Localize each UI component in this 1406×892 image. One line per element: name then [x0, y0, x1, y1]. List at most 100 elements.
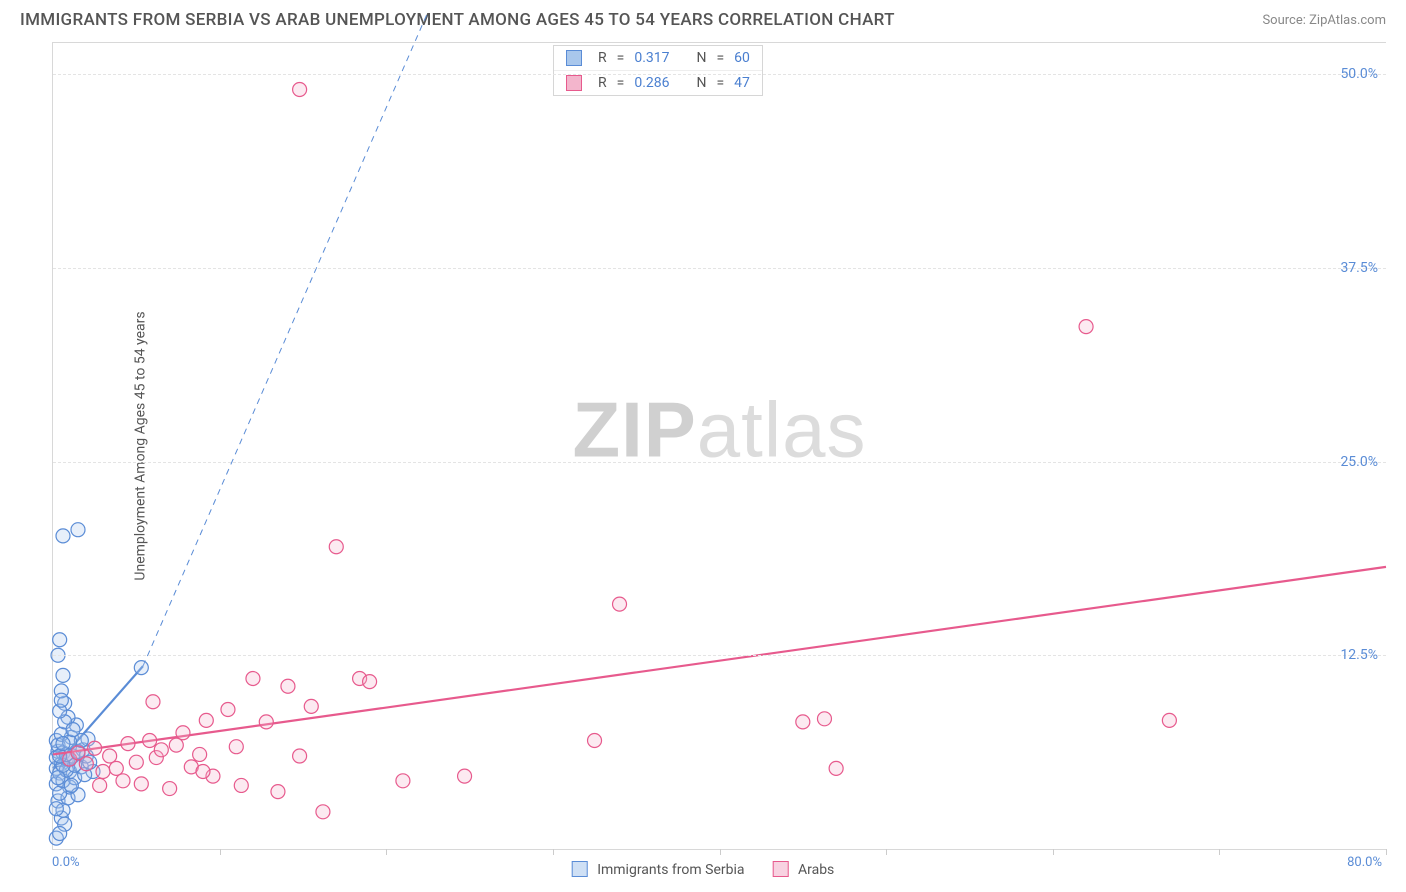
x-tick — [720, 849, 721, 855]
data-point — [817, 712, 831, 726]
data-point — [196, 765, 210, 779]
data-point — [143, 734, 157, 748]
data-point — [199, 713, 213, 727]
legend-item: Arabs — [772, 861, 834, 878]
correlation-legend-box: R = 0.317 N = 60 R = 0.286 N = 47 — [553, 45, 763, 96]
y-tick-label: 25.0% — [1340, 454, 1378, 470]
x-tick — [1053, 849, 1054, 855]
data-point — [293, 749, 307, 763]
eq-sign: = — [617, 75, 625, 91]
data-point — [116, 774, 130, 788]
data-point — [96, 765, 110, 779]
data-point — [329, 540, 343, 554]
data-point — [458, 769, 472, 783]
x-tick — [1386, 849, 1387, 855]
x-tick — [386, 849, 387, 855]
r-label: R — [598, 75, 607, 91]
data-point — [271, 785, 285, 799]
data-point — [93, 778, 107, 792]
data-point — [304, 699, 318, 713]
legend-label: Arabs — [798, 862, 834, 878]
trend-line — [53, 567, 1386, 755]
eq-sign: = — [617, 50, 625, 66]
data-point — [396, 774, 410, 788]
source-attribution: Source: ZipAtlas.com — [1262, 13, 1386, 28]
n-label: N — [696, 75, 706, 91]
data-point — [1162, 713, 1176, 727]
y-tick-label: 50.0% — [1340, 66, 1378, 82]
data-point — [79, 757, 93, 771]
data-point — [88, 741, 102, 755]
data-point — [163, 782, 177, 796]
data-point — [193, 747, 207, 761]
data-point — [53, 633, 67, 647]
legend-swatch-icon — [566, 75, 582, 91]
x-axis-max-label: 80.0% — [1347, 855, 1382, 870]
data-point — [53, 827, 67, 841]
n-value: 60 — [734, 50, 750, 66]
gridline — [53, 655, 1386, 656]
x-tick — [553, 849, 554, 855]
data-point — [221, 703, 235, 717]
data-point — [121, 737, 135, 751]
legend-swatch-icon — [566, 50, 582, 66]
data-point — [54, 693, 68, 707]
data-point — [64, 778, 78, 792]
data-point — [134, 661, 148, 675]
legend-swatch-icon — [772, 861, 788, 877]
data-point — [103, 749, 117, 763]
legend-swatch-icon — [572, 861, 588, 877]
data-point — [146, 695, 160, 709]
data-point — [66, 723, 80, 737]
data-point — [234, 778, 248, 792]
data-point — [316, 805, 330, 819]
y-tick-label: 12.5% — [1340, 647, 1378, 663]
data-point — [246, 672, 260, 686]
data-point — [109, 761, 123, 775]
data-point — [259, 715, 273, 729]
bottom-legend: Immigrants from Serbia Arabs — [572, 861, 835, 878]
gridline — [53, 268, 1386, 269]
source-label: Source: — [1262, 13, 1305, 28]
data-point — [49, 802, 63, 816]
data-point — [229, 740, 243, 754]
data-point — [613, 597, 627, 611]
legend-item: Immigrants from Serbia — [572, 861, 745, 878]
x-tick — [886, 849, 887, 855]
data-point — [829, 761, 843, 775]
scatter-svg — [53, 43, 1386, 849]
gridline — [53, 462, 1386, 463]
r-label: R — [598, 50, 607, 66]
eq-sign: = — [716, 75, 724, 91]
x-tick — [220, 849, 221, 855]
chart-plot-area: ZIPatlas R = 0.317 N = 60 R = 0.286 N = … — [52, 42, 1386, 850]
x-tick — [1219, 849, 1220, 855]
data-point — [56, 737, 70, 751]
chart-title: IMMIGRANTS FROM SERBIA VS ARAB UNEMPLOYM… — [20, 10, 895, 30]
r-value: 0.286 — [634, 75, 669, 91]
x-axis-origin-label: 0.0% — [52, 855, 80, 870]
data-point — [293, 83, 307, 97]
trend-extension — [143, 12, 428, 666]
data-point — [363, 675, 377, 689]
n-label: N — [696, 50, 706, 66]
source-value: ZipAtlas.com — [1309, 13, 1386, 28]
eq-sign: = — [716, 50, 724, 66]
data-point — [56, 668, 70, 682]
data-point — [1079, 320, 1093, 334]
gridline — [53, 74, 1386, 75]
data-point — [71, 523, 85, 537]
r-value: 0.317 — [634, 50, 669, 66]
data-point — [154, 743, 168, 757]
data-point — [588, 734, 602, 748]
data-point — [56, 529, 70, 543]
data-point — [281, 679, 295, 693]
n-value: 47 — [734, 75, 750, 91]
data-point — [796, 715, 810, 729]
data-point — [129, 755, 143, 769]
data-point — [169, 738, 183, 752]
data-point — [134, 777, 148, 791]
legend-label: Immigrants from Serbia — [597, 862, 744, 878]
y-tick-label: 37.5% — [1340, 260, 1378, 276]
correlation-row: R = 0.317 N = 60 — [554, 46, 762, 70]
